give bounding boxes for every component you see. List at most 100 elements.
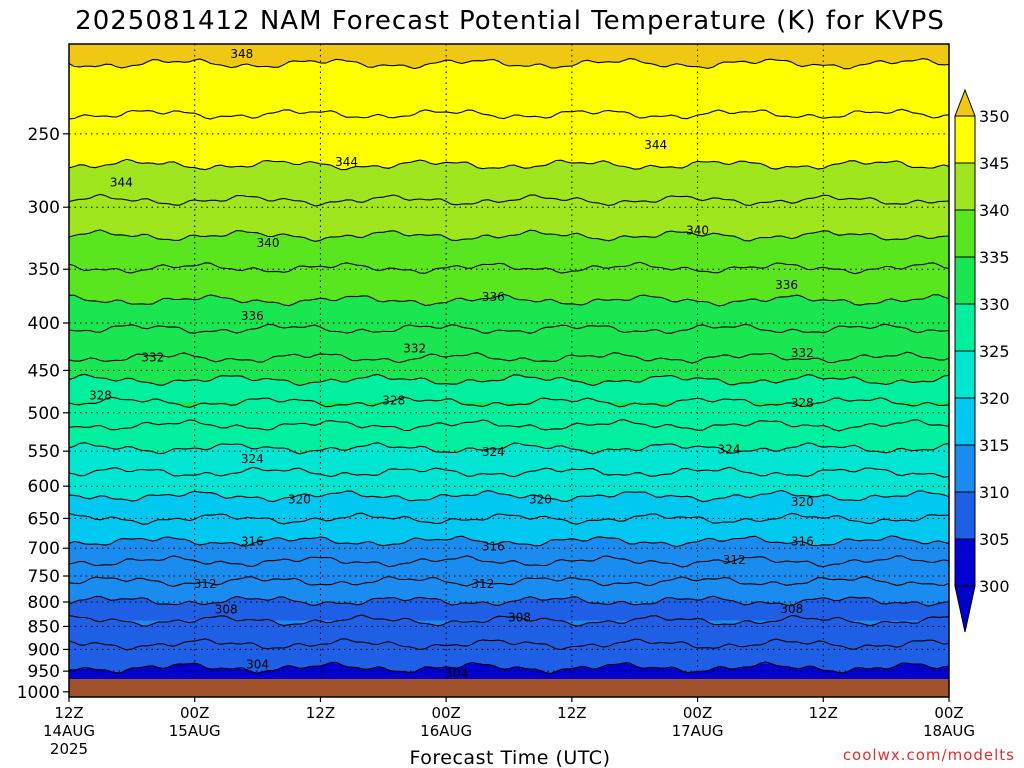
colorbar: 300 305 310 315 320 325 330 335 340 345 350 xyxy=(954,88,1010,633)
isotherm-316 xyxy=(69,535,949,548)
contour-label: 328 xyxy=(791,396,814,410)
contour-label: 304 xyxy=(445,666,468,680)
x-tick-label: 00Z xyxy=(683,704,712,722)
x-tick-date: 15AUG xyxy=(169,722,221,740)
x-tick-label: 12Z xyxy=(54,704,83,722)
isotherm-312 xyxy=(69,575,949,587)
contour-label: 312 xyxy=(194,577,217,591)
contour-label: 308 xyxy=(508,610,531,624)
contour-label: 324 xyxy=(718,443,741,457)
x-tick-label: 12Z xyxy=(809,704,838,722)
x-tick-label: 00Z xyxy=(934,704,963,722)
isotherm-348 xyxy=(69,57,949,70)
contour-label: 344 xyxy=(110,175,133,189)
contour-label-layer: 348 344 344 344 340 340 336 336 336 332 332 332 328 3… xyxy=(89,47,814,680)
colorbar-under-arrow xyxy=(954,585,976,633)
contour-label: 332 xyxy=(141,351,164,365)
isotherm-342 xyxy=(69,193,949,207)
chart-title: 2025081412 NAM Forecast Potential Temper… xyxy=(75,6,945,36)
isotherm-324 xyxy=(69,442,949,455)
contour-label: 304 xyxy=(246,658,269,672)
x-tick-date: 17AUG xyxy=(672,722,724,740)
isotherm-344 xyxy=(69,158,949,171)
isotherm-320 xyxy=(69,489,949,503)
x-tick-date: 16AUG xyxy=(420,722,472,740)
y-tick-label: 850 xyxy=(28,617,60,637)
colorbar-over-arrow xyxy=(954,88,976,117)
contour-label: 344 xyxy=(644,138,667,152)
y-axis: 250 300 350 400 450 500 550 600 650 700 750 800 850 9… xyxy=(17,125,69,703)
isotherm-346 xyxy=(69,108,949,120)
contour-label: 332 xyxy=(403,341,426,355)
y-tick-label: 500 xyxy=(28,404,60,424)
colorbar-label: 320 xyxy=(979,389,1010,408)
colorbar-label: 345 xyxy=(979,154,1010,173)
y-tick-label: 400 xyxy=(28,314,60,334)
ground-surface xyxy=(69,679,949,697)
contour-label: 320 xyxy=(791,495,814,509)
y-tick-label: 700 xyxy=(28,539,60,559)
y-tick-label: 250 xyxy=(28,125,60,145)
isotherm-310 xyxy=(69,595,949,607)
colorbar-label: 310 xyxy=(979,483,1010,502)
contour-label: 308 xyxy=(215,602,238,616)
contour-label: 312 xyxy=(723,553,746,567)
isotherm-304 xyxy=(69,661,949,674)
contour-label: 316 xyxy=(791,534,814,548)
x-tick-label: 00Z xyxy=(180,704,209,722)
colorbar-swatch xyxy=(954,350,976,399)
colorbar-swatch xyxy=(954,162,976,211)
x-axis-label: Forecast Time (UTC) xyxy=(410,747,611,768)
contour-label: 340 xyxy=(686,224,709,238)
contour-label: 324 xyxy=(482,445,505,459)
colorbar-swatch xyxy=(954,444,976,493)
y-tick-label: 950 xyxy=(28,662,60,682)
contour-label: 348 xyxy=(230,47,253,61)
y-tick-label: 600 xyxy=(28,477,60,497)
contour-label: 320 xyxy=(288,492,311,506)
x-tick-label: 00Z xyxy=(431,704,460,722)
isotherm-338 xyxy=(69,261,949,275)
colorbar-label: 305 xyxy=(979,530,1010,549)
colorbar-swatch xyxy=(954,538,976,587)
colorbar-label: 300 xyxy=(979,577,1010,596)
isotherm-334 xyxy=(69,323,949,334)
colorbar-swatch xyxy=(954,397,976,446)
isotherm-340 xyxy=(69,229,949,242)
y-tick-label: 1000 xyxy=(17,683,60,703)
x-tick-label: 12Z xyxy=(306,704,335,722)
y-tick-label: 300 xyxy=(28,198,60,218)
isotherm-306 xyxy=(69,638,949,651)
y-tick-label: 900 xyxy=(28,640,60,660)
isotherm-318 xyxy=(69,512,949,525)
contour-label: 312 xyxy=(471,577,494,591)
isotherm-314 xyxy=(69,555,949,568)
contour-label: 336 xyxy=(775,278,798,292)
colorbar-swatch xyxy=(954,115,976,164)
colorbar-label: 315 xyxy=(979,436,1010,455)
colorbar-label: 325 xyxy=(979,342,1010,361)
isotherm-326 xyxy=(69,419,949,432)
contour-label: 316 xyxy=(241,534,264,548)
x-tick-year: 2025 xyxy=(50,740,88,758)
fill-band-330 xyxy=(69,375,949,403)
x-tick-date: 18AUG xyxy=(923,722,975,740)
isotherm-layer xyxy=(69,57,949,674)
y-tick-label: 650 xyxy=(28,509,60,529)
contour-label: 332 xyxy=(791,346,814,360)
isotherm-336 xyxy=(69,293,949,307)
contour-label: 324 xyxy=(241,452,264,466)
x-tick-label: 12Z xyxy=(557,704,586,722)
isotherm-308 xyxy=(69,614,949,627)
colorbar-label: 330 xyxy=(979,295,1010,314)
contour-label: 328 xyxy=(89,389,112,403)
colorbar-swatch xyxy=(954,491,976,540)
colorbar-label: 335 xyxy=(979,248,1010,267)
colorbar-label: 340 xyxy=(979,201,1010,220)
contour-label: 320 xyxy=(529,492,552,506)
contour-label: 328 xyxy=(382,394,405,408)
grid-layer xyxy=(69,44,949,697)
y-tick-label: 450 xyxy=(28,361,60,381)
colorbar-swatch xyxy=(954,209,976,258)
